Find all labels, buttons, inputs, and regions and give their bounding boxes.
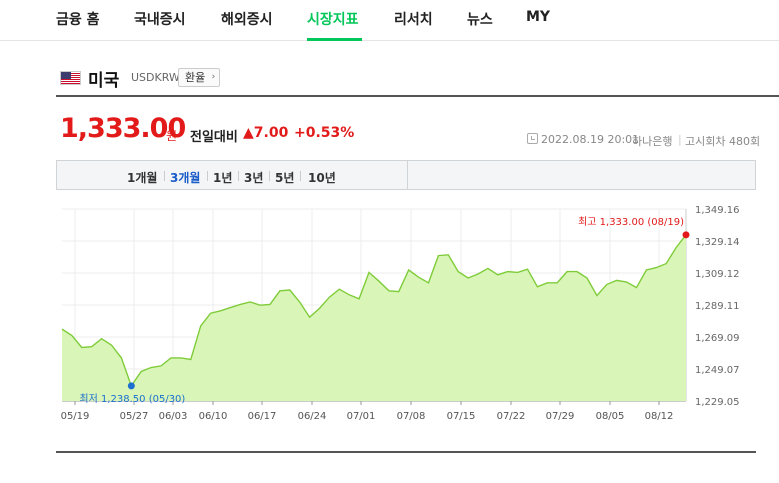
- current-price: 1,333.00: [60, 113, 186, 144]
- series-line: [61, 234, 687, 388]
- y-tick-label: 1,309.12: [695, 269, 740, 280]
- active-tab-underline: [307, 38, 362, 41]
- x-tick-label: 08/05: [596, 411, 625, 422]
- period-10-years[interactable]: 10년: [308, 171, 336, 185]
- x-tick-label: 05/19: [61, 411, 90, 422]
- x-tick-label: 07/15: [447, 411, 476, 422]
- bank-name: 하나은행: [632, 135, 673, 148]
- country-name: 미국: [88, 71, 120, 91]
- tab-research[interactable]: 리서치: [394, 12, 433, 28]
- meta-separator: |: [678, 133, 682, 146]
- x-tick-label: 07/01: [347, 411, 376, 422]
- price-change: ▲7.00: [243, 125, 289, 141]
- y-tick-label: 1,329.14: [695, 237, 740, 248]
- max-point-label: 최고 1,333.00 (08/19): [578, 216, 684, 228]
- period-selector: 1개월 3개월 1년 3년 5년 10년: [56, 160, 756, 190]
- period-3-years[interactable]: 3년: [244, 171, 264, 185]
- compare-label: 전일대비: [190, 130, 238, 145]
- tab-domestic-market[interactable]: 국내증시: [134, 12, 186, 28]
- chart-svg: 1,349.16 1,329.14 1,309.12 1,289.11 1,269.09…: [61, 205, 740, 422]
- top-nav: 금융 홈 국내증시 해외증시 시장지표 리서치 뉴스 MY: [0, 0, 779, 41]
- x-tick-label: 08/12: [645, 411, 674, 422]
- bottom-divider: [56, 451, 756, 453]
- tab-overseas-market[interactable]: 해외증시: [221, 12, 273, 28]
- update-datetime: 2022.08.19 20:01: [541, 133, 640, 146]
- exchange-rate-chart: 1,349.16 1,329.14 1,309.12 1,289.11 1,269.09…: [0, 196, 779, 436]
- y-tick-label: 1,269.09: [695, 333, 740, 344]
- tab-finance-home[interactable]: 금융 홈: [56, 12, 100, 28]
- min-point-marker: [127, 382, 135, 390]
- exchange-rate-button[interactable]: 환율 ›: [178, 68, 221, 87]
- price-change-percent: +0.53%: [294, 125, 355, 141]
- y-tick-label: 1,349.16: [695, 205, 740, 216]
- price-unit: 원: [166, 129, 178, 143]
- clock-icon: [527, 133, 538, 144]
- x-tick-label: 07/29: [546, 411, 575, 422]
- notice-count: 고시회차 480회: [685, 135, 761, 148]
- tab-my[interactable]: MY: [526, 9, 551, 25]
- period-3-months[interactable]: 3개월: [170, 171, 201, 185]
- period-1-year[interactable]: 1년: [213, 171, 233, 185]
- min-point-label: 최저 1,238.50 (05/30): [79, 393, 185, 405]
- y-tick-label: 1,249.07: [695, 365, 740, 376]
- x-tick-label: 07/08: [397, 411, 426, 422]
- chevron-right-icon: ›: [211, 72, 216, 82]
- period-1-month[interactable]: 1개월: [127, 171, 158, 185]
- x-tick-label: 06/03: [159, 411, 188, 422]
- x-tick-label: 06/10: [199, 411, 228, 422]
- tab-news[interactable]: 뉴스: [467, 12, 493, 28]
- x-tick-label: 06/17: [248, 411, 277, 422]
- x-tick-label: 07/22: [497, 411, 526, 422]
- exchange-rate-button-label: 환율: [185, 71, 206, 84]
- us-flag-icon: [60, 71, 81, 85]
- currency-code: USDKRW: [131, 71, 180, 84]
- header-divider: [56, 95, 779, 97]
- period-5-years[interactable]: 5년: [275, 171, 295, 185]
- x-tick-label: 05/27: [120, 411, 149, 422]
- y-tick-label: 1,229.05: [695, 397, 740, 408]
- x-tick-label: 06/24: [298, 411, 327, 422]
- tab-market-indicators[interactable]: 시장지표: [307, 12, 359, 28]
- series-area: [62, 234, 686, 401]
- max-point-marker: [682, 231, 690, 239]
- y-tick-label: 1,289.11: [695, 301, 740, 312]
